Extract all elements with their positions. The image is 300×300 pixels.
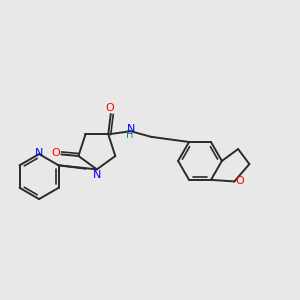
Text: N: N	[93, 170, 101, 180]
Text: H: H	[125, 130, 133, 140]
Text: N: N	[35, 148, 43, 158]
Text: O: O	[106, 103, 115, 113]
Text: O: O	[236, 176, 244, 186]
Text: O: O	[51, 148, 60, 158]
Text: N: N	[127, 124, 136, 134]
